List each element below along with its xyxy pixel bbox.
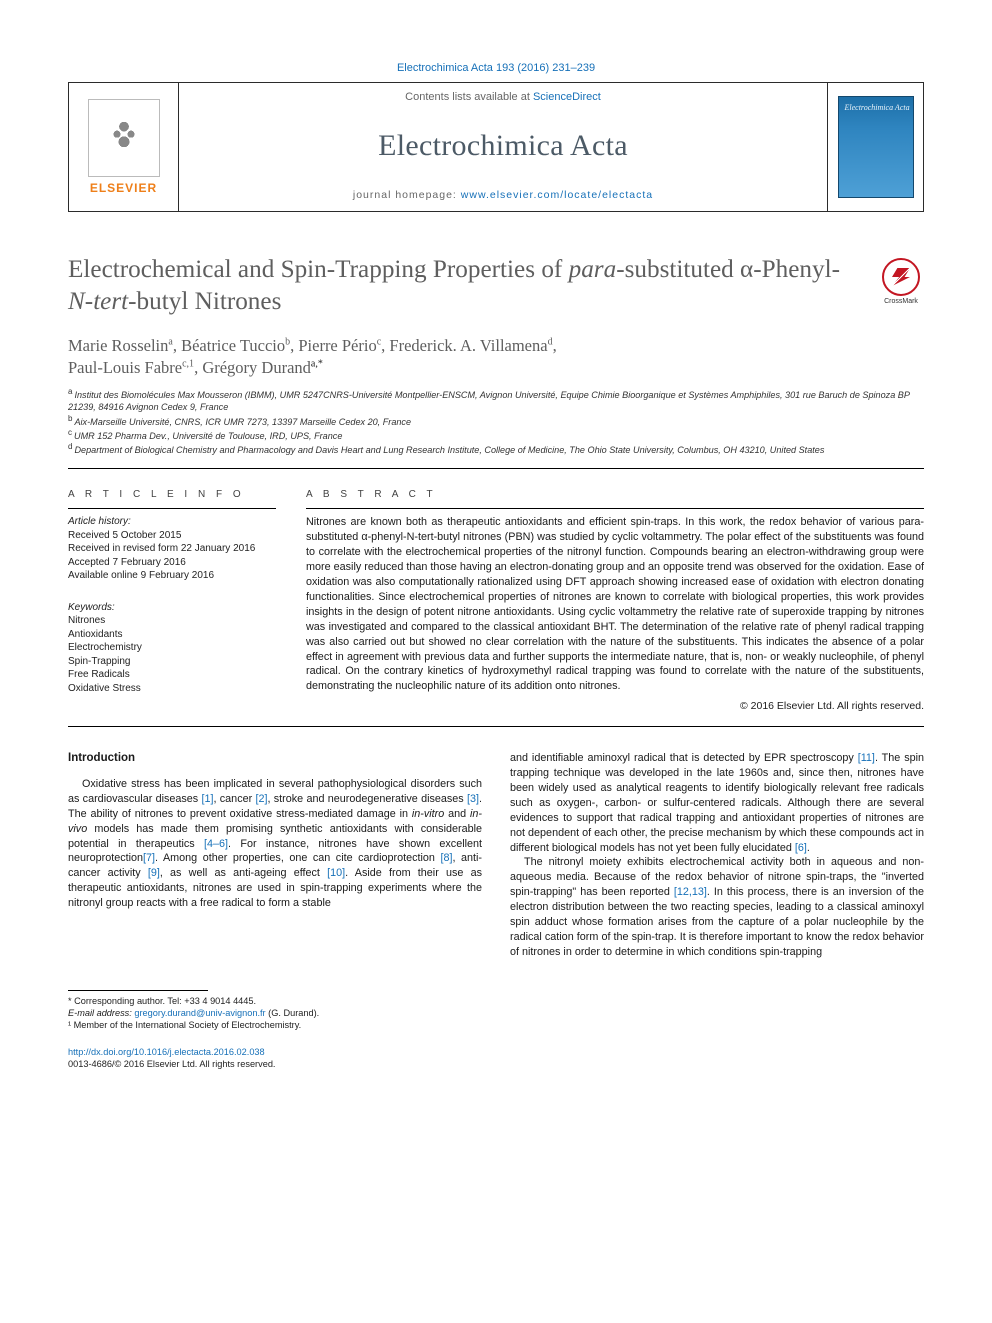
author: Frederick. A. Villamenad [389, 336, 552, 355]
email-tail: (G. Durand). [266, 1008, 320, 1018]
history-item: Accepted 7 February 2016 [68, 557, 186, 568]
title-seg-2: -substituted α-Phenyl- [616, 256, 840, 283]
ref-link[interactable]: [4–6] [204, 838, 228, 850]
article-info-column: A R T I C L E I N F O Article history: R… [68, 489, 276, 712]
journal-cover-icon [838, 96, 914, 198]
author-corresponding: Grégory Duranda,* [202, 358, 323, 377]
doi-block: http://dx.doi.org/10.1016/j.electacta.20… [68, 1046, 924, 1071]
footnotes: * Corresponding author. Tel: +33 4 9014 … [68, 990, 479, 1032]
intro-paragraph-1: Oxidative stress has been implicated in … [68, 777, 482, 911]
crossmark-label: CrossMark [878, 298, 924, 305]
history-item: Received in revised form 22 January 2016 [68, 543, 255, 554]
keyword: Spin-Trapping [68, 656, 130, 667]
crossmark-badge[interactable]: CrossMark [878, 258, 924, 305]
author: Marie Rosselina [68, 336, 173, 355]
divider [68, 726, 924, 727]
citation-link[interactable]: Electrochimica Acta 193 (2016) 231–239 [397, 62, 595, 74]
history-item: Available online 9 February 2016 [68, 570, 214, 581]
keyword: Free Radicals [68, 669, 130, 680]
title-seg-ntert: N-tert [68, 288, 128, 315]
author: Pierre Périoc [298, 336, 381, 355]
ref-link[interactable]: [2] [255, 793, 267, 805]
journal-homepage: journal homepage: www.elsevier.com/locat… [353, 189, 653, 201]
sciencedirect-link[interactable]: ScienceDirect [533, 91, 601, 103]
intro-paragraph-2: and identifiable aminoxyl radical that i… [510, 751, 924, 855]
divider [306, 508, 924, 509]
ref-link[interactable]: [8] [440, 852, 452, 864]
keywords-label: Keywords: [68, 602, 115, 613]
crossmark-icon [882, 258, 920, 296]
intro-paragraph-3: The nitronyl moiety exhibits electrochem… [510, 855, 924, 959]
keyword: Antioxidants [68, 629, 122, 640]
ref-link[interactable]: [3] [467, 793, 479, 805]
ref-link[interactable]: [1] [201, 793, 213, 805]
elsevier-block: ELSEVIER [69, 83, 179, 211]
author: Paul-Louis Fabrec,1 [68, 358, 194, 377]
article-info-heading: A R T I C L E I N F O [68, 489, 276, 500]
title-seg-3: -butyl Nitrones [128, 288, 281, 315]
cover-block [827, 83, 923, 211]
ref-link[interactable]: [9] [148, 867, 160, 879]
article-history: Article history: Received 5 October 2015… [68, 515, 276, 583]
intro-heading: Introduction [68, 751, 482, 767]
divider [68, 508, 276, 509]
title-seg-para: para [569, 256, 617, 283]
masthead-center: Contents lists available at ScienceDirec… [179, 83, 827, 211]
copyright-line: © 2016 Elsevier Ltd. All rights reserved… [306, 700, 924, 712]
elsevier-word: ELSEVIER [90, 181, 157, 195]
journal-name: Electrochimica Acta [378, 129, 628, 163]
email-link[interactable]: gregory.durand@univ-avignon.fr [134, 1008, 265, 1018]
elsevier-tree-icon [88, 99, 160, 177]
doi-link[interactable]: http://dx.doi.org/10.1016/j.electacta.20… [68, 1047, 265, 1057]
affiliation-b: bAix-Marseille Université, CNRS, ICR UMR… [68, 414, 924, 428]
contents-available: Contents lists available at ScienceDirec… [405, 91, 601, 103]
email-line: E-mail address: gregory.durand@univ-avig… [68, 1007, 479, 1019]
keyword: Nitrones [68, 615, 105, 626]
ref-link[interactable]: [12,13] [674, 886, 707, 898]
ref-link[interactable]: [10] [327, 867, 345, 879]
corresponding-author: * Corresponding author. Tel: +33 4 9014 … [68, 995, 479, 1007]
history-item: Received 5 October 2015 [68, 530, 181, 541]
affiliation-d: dDepartment of Biological Chemistry and … [68, 442, 924, 456]
issn-copyright: 0013-4686/© 2016 Elsevier Ltd. All right… [68, 1059, 275, 1069]
affiliations: aInstitut des Biomolécules Max Mousseron… [68, 387, 924, 456]
contents-text: Contents lists available at [405, 91, 533, 103]
article-title: Electrochemical and Spin-Trapping Proper… [68, 254, 858, 319]
ref-link[interactable]: [11] [858, 752, 875, 764]
affiliation-c: cUMR 152 Pharma Dev., Université de Toul… [68, 428, 924, 442]
affiliation-a: aInstitut des Biomolécules Max Mousseron… [68, 387, 924, 414]
member-footnote: ¹ Member of the International Society of… [68, 1019, 479, 1031]
ref-link[interactable]: [6] [795, 842, 807, 854]
authors-line: Marie Rosselina, Béatrice Tucciob, Pierr… [68, 335, 924, 380]
masthead: ELSEVIER Contents lists available at Sci… [68, 82, 924, 212]
history-label: Article history: [68, 516, 131, 527]
divider [68, 468, 924, 469]
email-label: E-mail address: [68, 1008, 134, 1018]
keyword: Electrochemistry [68, 642, 142, 653]
abstract-heading: A B S T R A C T [306, 489, 924, 500]
title-seg-1: Electrochemical and Spin-Trapping Proper… [68, 256, 569, 283]
homepage-link[interactable]: www.elsevier.com/locate/electacta [461, 189, 653, 201]
body-text: Introduction Oxidative stress has been i… [68, 751, 924, 959]
ref-link[interactable]: [7] [143, 852, 155, 864]
author: Béatrice Tucciob [181, 336, 290, 355]
footnote-rule [68, 990, 208, 991]
keywords-block: Keywords: Nitrones Antioxidants Electroc… [68, 601, 276, 696]
keyword: Oxidative Stress [68, 683, 141, 694]
homepage-label: journal homepage: [353, 189, 461, 201]
abstract-text: Nitrones are known both as therapeutic a… [306, 515, 924, 694]
citation-header: Electrochimica Acta 193 (2016) 231–239 [68, 62, 924, 74]
abstract-column: A B S T R A C T Nitrones are known both … [306, 489, 924, 712]
